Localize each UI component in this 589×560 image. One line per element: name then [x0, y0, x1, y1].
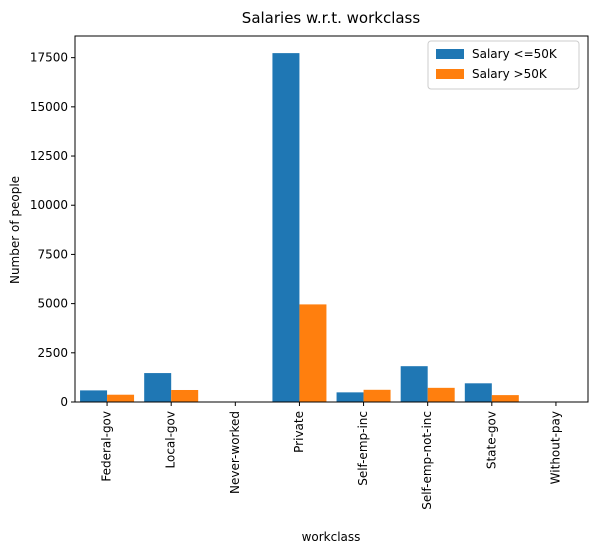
- y-tick-label: 2500: [37, 346, 68, 360]
- bar-le50k-self-emp-inc: [337, 392, 364, 402]
- y-tick-label: 15000: [30, 100, 68, 114]
- legend-label: Salary >50K: [472, 67, 548, 81]
- x-axis-label: workclass: [302, 530, 361, 544]
- x-tick-label: State-gov: [484, 411, 498, 469]
- x-tick-label: Never-worked: [228, 411, 242, 494]
- legend-swatch: [436, 49, 464, 59]
- x-tick-label: Without-pay: [548, 411, 562, 484]
- x-tick-label: Self-emp-inc: [356, 411, 370, 486]
- plot-area: 0 2500 5000 7500 10000 12500 15000 17500 Federal…: [30, 36, 588, 510]
- x-tick-label: Federal-gov: [100, 411, 114, 482]
- y-tick-label: 7500: [37, 247, 68, 261]
- bar-le50k-self-emp-not-inc: [401, 366, 428, 402]
- y-tick-label: 12500: [30, 149, 68, 163]
- y-axis-label: Number of people: [8, 176, 22, 284]
- bar-gt50k-private: [299, 304, 326, 402]
- chart-title: Salaries w.r.t. workclass: [242, 9, 421, 27]
- legend: Salary <=50K Salary >50K: [428, 41, 579, 89]
- legend-swatch: [436, 69, 464, 79]
- bar-gt50k-self-emp-inc: [364, 390, 391, 402]
- x-tick-label: Local-gov: [164, 411, 178, 469]
- x-tick-label: Private: [292, 411, 306, 453]
- bar-le50k-private: [272, 53, 299, 402]
- bar-gt50k-self-emp-not-inc: [428, 388, 455, 402]
- x-tick-label: Self-emp-not-inc: [420, 411, 434, 510]
- plot-frame: [75, 36, 588, 402]
- bar-gt50k-federal-gov: [107, 395, 134, 402]
- bar-le50k-local-gov: [144, 373, 171, 402]
- y-tick-label: 17500: [30, 51, 68, 65]
- legend-label: Salary <=50K: [472, 47, 558, 61]
- y-tick-label: 0: [60, 395, 68, 409]
- bar-le50k-federal-gov: [80, 390, 107, 402]
- bar-gt50k-local-gov: [171, 390, 198, 402]
- bar-gt50k-state-gov: [492, 395, 519, 402]
- bar-le50k-state-gov: [465, 383, 492, 402]
- y-tick-label: 10000: [30, 198, 68, 212]
- y-tick-label: 5000: [37, 297, 68, 311]
